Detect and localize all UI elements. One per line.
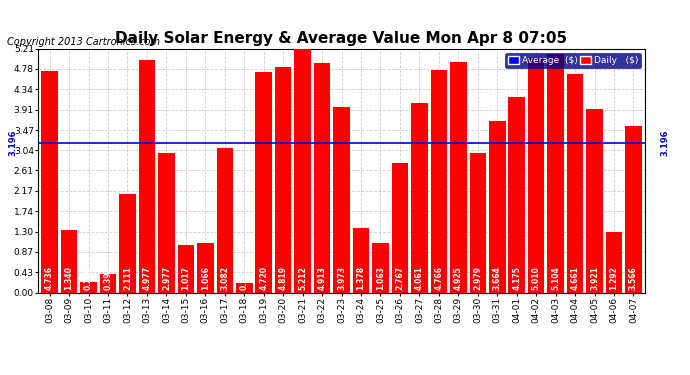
Bar [469, 153, 486, 292]
Bar [61, 230, 77, 292]
Bar [236, 283, 253, 292]
Bar [547, 54, 564, 292]
Bar [528, 58, 544, 292]
Text: 3.664: 3.664 [493, 266, 502, 290]
Text: 0.228: 0.228 [84, 266, 93, 290]
Bar [119, 194, 136, 292]
Bar [80, 282, 97, 292]
Text: 3.566: 3.566 [629, 266, 638, 290]
Bar [275, 67, 291, 292]
Text: 1.378: 1.378 [357, 266, 366, 290]
Text: 1.017: 1.017 [181, 266, 190, 290]
Text: 4.061: 4.061 [415, 266, 424, 290]
Bar [392, 163, 408, 292]
Text: 4.175: 4.175 [512, 266, 521, 290]
Text: 3.196: 3.196 [8, 130, 17, 156]
Bar [625, 126, 642, 292]
Text: Copyright 2013 Cartronics.com: Copyright 2013 Cartronics.com [7, 37, 160, 47]
Bar [586, 109, 603, 292]
Bar [606, 232, 622, 292]
Text: 3.196: 3.196 [660, 130, 669, 156]
Text: 1.063: 1.063 [376, 266, 385, 290]
Text: 4.766: 4.766 [435, 266, 444, 290]
Bar [177, 245, 194, 292]
Text: 5.104: 5.104 [551, 266, 560, 290]
Text: 2.979: 2.979 [473, 266, 482, 290]
Text: 4.819: 4.819 [279, 266, 288, 290]
Bar [217, 148, 233, 292]
Bar [100, 274, 117, 292]
Bar [295, 49, 311, 292]
Bar [431, 69, 447, 292]
Bar [41, 71, 58, 292]
Bar [353, 228, 369, 292]
Bar [372, 243, 388, 292]
Text: 0.392: 0.392 [104, 266, 112, 290]
Text: 2.977: 2.977 [162, 266, 171, 290]
Bar [139, 60, 155, 292]
Bar [566, 74, 583, 292]
Bar [509, 97, 525, 292]
Legend: Average  ($), Daily   ($): Average ($), Daily ($) [505, 53, 640, 68]
Text: 4.720: 4.720 [259, 266, 268, 290]
Text: 4.736: 4.736 [45, 266, 54, 290]
Bar [314, 63, 331, 292]
Text: 3.921: 3.921 [590, 266, 599, 290]
Text: 5.010: 5.010 [532, 266, 541, 290]
Text: 2.111: 2.111 [123, 266, 132, 290]
Bar [333, 106, 350, 292]
Text: 1.066: 1.066 [201, 266, 210, 290]
Bar [255, 72, 272, 292]
Text: 1.292: 1.292 [609, 266, 618, 290]
Text: 3.973: 3.973 [337, 266, 346, 290]
Text: 4.661: 4.661 [571, 266, 580, 290]
Text: 5.212: 5.212 [298, 266, 307, 290]
Bar [450, 62, 466, 292]
Bar [158, 153, 175, 292]
Text: 4.977: 4.977 [142, 266, 151, 290]
Text: 4.925: 4.925 [454, 266, 463, 290]
Text: 1.340: 1.340 [65, 266, 74, 290]
Bar [489, 121, 506, 292]
Bar [411, 102, 428, 292]
Text: 3.082: 3.082 [220, 266, 229, 290]
Text: 0.201: 0.201 [239, 266, 248, 290]
Text: 2.767: 2.767 [395, 266, 404, 290]
Title: Daily Solar Energy & Average Value Mon Apr 8 07:05: Daily Solar Energy & Average Value Mon A… [115, 31, 568, 46]
Bar [197, 243, 214, 292]
Text: 4.913: 4.913 [317, 266, 326, 290]
